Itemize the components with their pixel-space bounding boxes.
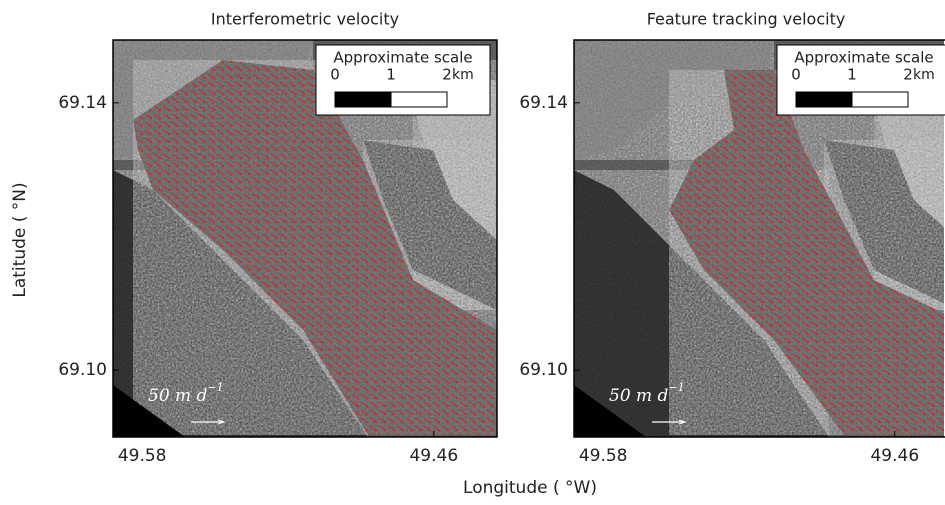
arrow-scale-exponent: −1 xyxy=(207,381,223,394)
y-tick-label: 69.10 xyxy=(519,360,568,380)
scale-title: Approximate scale xyxy=(794,49,933,67)
panel-frame xyxy=(112,39,498,438)
panel-title: Feature tracking velocity xyxy=(647,10,846,29)
scale-unit: km xyxy=(913,67,935,83)
scale-segment xyxy=(795,91,853,108)
arrow-scale-text: 50 m d xyxy=(148,386,208,406)
scale-unit: km xyxy=(452,67,474,83)
arrow-scale-head xyxy=(678,419,687,425)
panel-image xyxy=(574,40,944,437)
scale-segment xyxy=(390,91,448,108)
velocity-vectors xyxy=(669,70,944,435)
no-data xyxy=(113,385,185,437)
arrow-scale-exponent: −1 xyxy=(668,381,684,394)
y-tick-label: 69.10 xyxy=(58,360,107,380)
x-tick-label: 49.46 xyxy=(870,446,919,466)
x-axis-label: Longitude ( °W) xyxy=(463,478,597,498)
water xyxy=(113,170,368,437)
y-axis-label: Latitude ( °N) xyxy=(10,182,30,297)
y-tick-label: 69.14 xyxy=(58,93,107,113)
water xyxy=(574,170,829,437)
scale-tick-label: 0 xyxy=(330,66,340,84)
x-tick-label: 49.58 xyxy=(579,446,628,466)
arrow-scale-label: 50 m d−1 xyxy=(609,381,685,406)
arrow-scale-text: 50 m d xyxy=(609,386,669,406)
scale-title: Approximate scale xyxy=(333,49,472,67)
x-tick-label: 49.46 xyxy=(409,446,458,466)
panel-title: Interferometric velocity xyxy=(211,10,399,29)
no-data xyxy=(574,385,646,437)
scale-segment xyxy=(334,91,392,108)
y-tick-label: 69.14 xyxy=(519,93,568,113)
scale-tick-label: 1 xyxy=(386,66,396,84)
scale-tick-label: 2 xyxy=(442,66,452,84)
water xyxy=(363,140,497,310)
velocity-vectors xyxy=(133,60,497,435)
scale-segment xyxy=(851,91,909,108)
scale-tick-label: 1 xyxy=(847,66,857,84)
x-tick-label: 49.58 xyxy=(118,446,167,466)
water xyxy=(824,140,944,304)
scale-tick-label: 2 xyxy=(903,66,913,84)
scale-tick-label: 0 xyxy=(791,66,801,84)
arrow-scale-label: 50 m d−1 xyxy=(148,381,224,406)
panel-frame xyxy=(573,39,945,438)
arrow-scale-head xyxy=(217,419,226,425)
